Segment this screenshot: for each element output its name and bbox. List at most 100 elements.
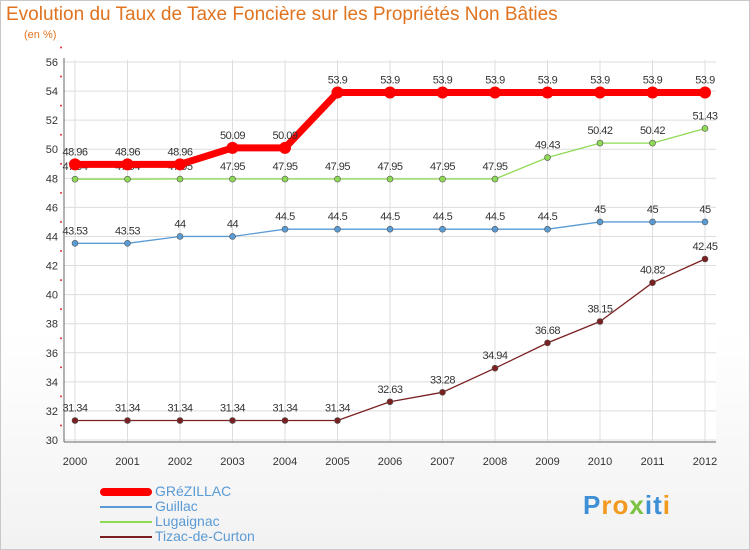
- data-point: [174, 158, 186, 171]
- data-label: 31.34: [62, 403, 87, 415]
- data-point: [71, 239, 79, 247]
- axis-minor-dot: [60, 191, 62, 194]
- data-label: 31.34: [272, 403, 297, 415]
- x-tick-label: 2003: [220, 456, 244, 468]
- legend-label-guillac: Guillac: [155, 498, 198, 514]
- y-tick-label: 56: [46, 57, 58, 69]
- axis-minor-dot: [60, 395, 62, 398]
- data-label: 45: [647, 204, 659, 216]
- data-point: [596, 139, 604, 147]
- axis-minor-dot: [60, 337, 62, 340]
- data-label: 53.9: [590, 75, 610, 87]
- data-point: [331, 86, 344, 99]
- data-label: 45: [594, 204, 606, 216]
- data-point: [594, 86, 606, 99]
- data-label: 47.95: [325, 161, 350, 173]
- data-label: 50.09: [220, 130, 245, 142]
- data-label: 45: [699, 204, 711, 216]
- data-label: 50.09: [272, 130, 297, 142]
- data-label: 31.34: [167, 403, 192, 415]
- data-label: 47.95: [377, 161, 402, 173]
- data-point: [439, 389, 446, 396]
- data-label: 48.96: [115, 146, 140, 158]
- data-point: [491, 225, 499, 233]
- axis-minor-dot: [60, 104, 62, 107]
- axis-minor-dot: [60, 133, 62, 136]
- data-label: 43.53: [115, 225, 140, 237]
- logo-letter: t: [653, 490, 663, 520]
- legend-label-grezillac: GRéZILLAC: [155, 483, 232, 499]
- data-label: 47.95: [430, 161, 455, 173]
- logo-letter: o: [612, 490, 630, 520]
- data-label: 44.5: [328, 211, 348, 223]
- data-label: 44.5: [275, 211, 295, 223]
- data-point: [386, 175, 394, 183]
- axis-minor-dot: [60, 162, 62, 165]
- data-point: [176, 233, 184, 240]
- data-point: [69, 158, 81, 171]
- data-point: [541, 86, 554, 99]
- data-label: 31.34: [220, 403, 245, 415]
- data-point: [649, 279, 656, 286]
- y-tick-label: 44: [46, 231, 58, 243]
- data-label: 43.53: [62, 225, 87, 237]
- data-label: 53.9: [643, 75, 663, 87]
- data-label: 47.95: [220, 161, 245, 173]
- data-point: [229, 175, 236, 183]
- x-tick-label: 2008: [483, 456, 507, 468]
- data-point: [544, 154, 551, 161]
- y-tick-label: 38: [46, 319, 58, 331]
- data-label: 44.5: [380, 211, 400, 223]
- axis-minor-dot: [60, 308, 62, 311]
- data-point: [384, 86, 396, 99]
- data-point: [279, 141, 291, 154]
- data-point: [386, 398, 394, 406]
- data-point: [596, 218, 604, 226]
- data-point: [439, 175, 446, 183]
- data-point: [701, 218, 709, 226]
- y-tick-label: 48: [46, 173, 58, 185]
- data-point: [699, 86, 711, 99]
- data-point: [334, 175, 341, 183]
- data-point: [176, 175, 184, 183]
- data-point: [649, 218, 656, 226]
- data-label: 32.63: [377, 384, 402, 396]
- series-1: 43.53 43.53 44 44 44.5 44.5 44.5 44.5 44.5 44.5 45…: [62, 204, 711, 247]
- legend-swatch-lugaignac: [100, 521, 152, 523]
- logo-letter: i: [662, 490, 671, 520]
- legend-swatch-tizac: [100, 536, 152, 538]
- series-3: 31.34 31.34 31.34 31.34 31.34 31.34 32.63 33.28…: [62, 241, 718, 424]
- logo-letter: i: [644, 490, 654, 520]
- data-label: 47.95: [272, 161, 297, 173]
- x-tick-label: 2010: [588, 456, 612, 468]
- legend-swatch-grezillac: [100, 488, 152, 496]
- data-label: 31.34: [115, 403, 140, 415]
- data-point: [226, 141, 239, 154]
- data-point: [281, 175, 289, 183]
- data-point: [386, 225, 394, 233]
- series-0: 48.96 48.96 48.96 50.09 50.09 53.9 53.9 53.9 53.…: [62, 75, 716, 171]
- data-point: [334, 225, 341, 233]
- data-label: 44.5: [538, 211, 558, 223]
- data-point: [436, 86, 449, 99]
- axis-minor-dot: [60, 366, 62, 369]
- data-label: 44.5: [433, 211, 453, 223]
- axis-minor-dot: [60, 75, 62, 78]
- x-tick-label: 2006: [378, 456, 402, 468]
- data-label: 53.9: [695, 75, 715, 87]
- data-point: [229, 233, 236, 240]
- data-label: 53.9: [538, 75, 558, 87]
- data-point: [281, 417, 289, 424]
- y-tick-label: 32: [46, 406, 58, 418]
- data-point: [121, 158, 134, 171]
- axis-minor-dot: [60, 424, 62, 427]
- data-label: 44: [174, 218, 186, 230]
- data-point: [229, 417, 236, 424]
- y-tick-label: 46: [46, 202, 58, 214]
- data-point: [334, 417, 341, 424]
- data-label: 33.28: [430, 374, 455, 386]
- data-label: 48.96: [62, 146, 87, 158]
- data-point: [649, 139, 656, 147]
- y-tick-label: 30: [46, 435, 58, 447]
